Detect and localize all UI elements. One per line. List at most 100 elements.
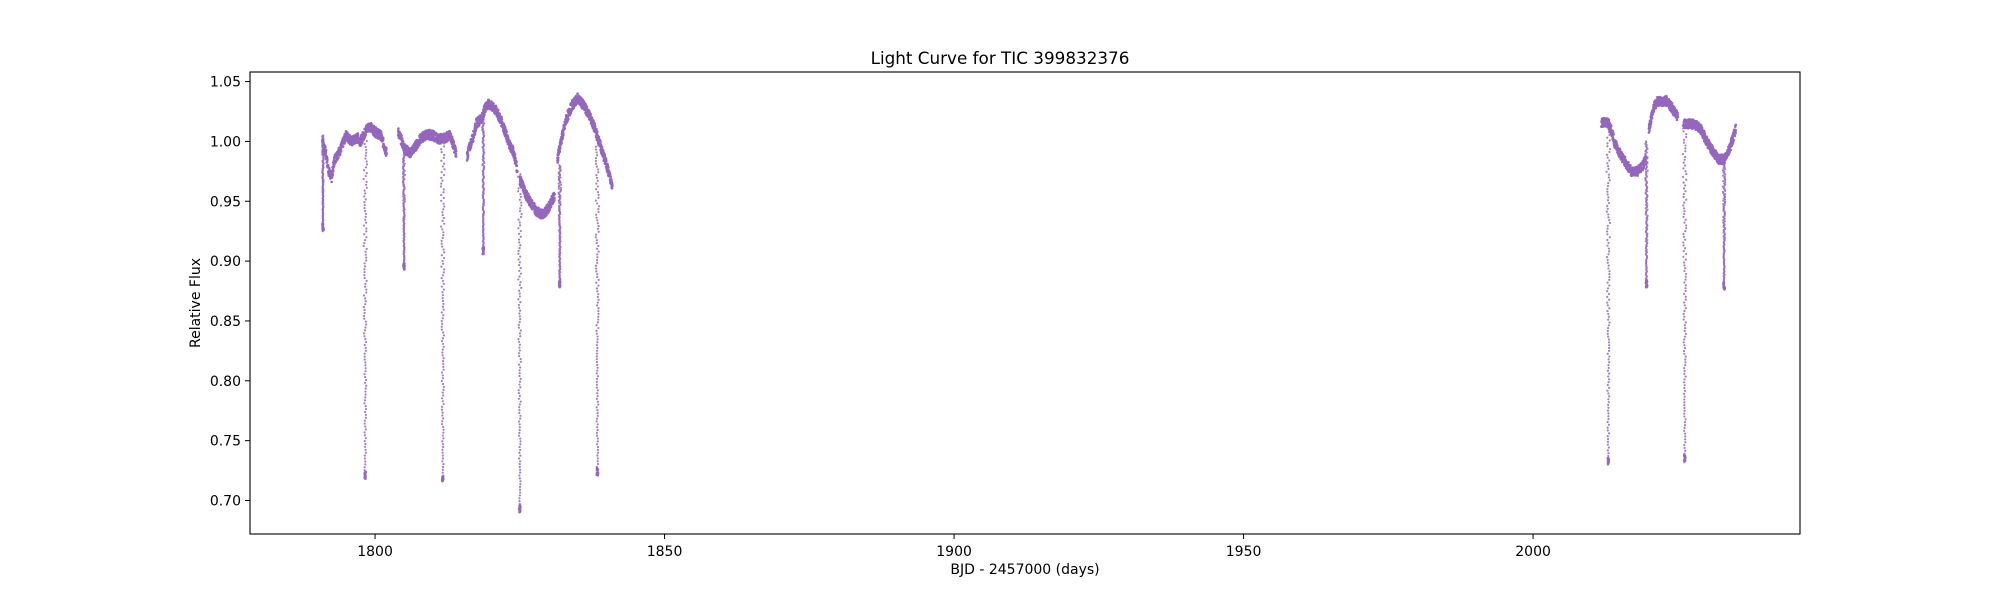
flux-point (595, 343, 598, 347)
flux-point (603, 153, 606, 157)
flux-point (1665, 96, 1669, 99)
flux-point (519, 377, 522, 380)
flux-point (1606, 409, 1610, 412)
flux-point (1644, 159, 1647, 162)
flux-point (374, 126, 378, 130)
flux-point (440, 276, 443, 280)
flux-point (607, 166, 610, 169)
flux-point (1683, 456, 1687, 460)
flux-point (443, 153, 446, 157)
flux-point (363, 343, 366, 347)
flux-point (1682, 187, 1686, 190)
flux-point (1608, 122, 1612, 125)
flux-point (442, 365, 445, 368)
flux-point (595, 417, 599, 420)
flux-point (1645, 283, 1649, 287)
flux-point (1649, 120, 1653, 124)
flux-point (519, 400, 522, 403)
flux-point (517, 175, 520, 179)
flux-point (520, 286, 523, 289)
flux-point (517, 323, 520, 326)
flux-point (517, 278, 520, 281)
flux-point (561, 132, 565, 136)
flux-point (1608, 139, 1611, 142)
eclipse-dip (362, 128, 369, 481)
flux-point (595, 372, 598, 375)
flux-point (553, 199, 556, 202)
flux-point (596, 275, 599, 279)
flux-point (1682, 161, 1685, 164)
flux-point (518, 426, 521, 429)
flux-point (454, 155, 458, 158)
flux-point (597, 224, 600, 228)
flux-point (584, 103, 588, 106)
flux-point (1683, 404, 1686, 407)
flux-point (363, 457, 366, 460)
flux-point (1685, 252, 1688, 256)
flux-point (513, 153, 517, 156)
flux-point (379, 130, 383, 134)
flux-point (363, 466, 366, 469)
flux-point (1618, 148, 1622, 152)
flux-point (385, 151, 388, 155)
flux-point (441, 354, 444, 357)
flux-point (518, 409, 521, 412)
flux-point (1683, 158, 1686, 161)
flux-point (519, 178, 522, 181)
flux-point (442, 431, 445, 434)
flux-point (441, 214, 444, 217)
flux-point (1683, 366, 1686, 370)
flux-point (611, 183, 614, 187)
flux-point (1683, 335, 1687, 338)
flux-point (596, 462, 599, 466)
flux-point (362, 224, 366, 227)
flux-point (441, 279, 444, 283)
flux-point (594, 233, 598, 236)
flux-point (496, 108, 500, 112)
flux-point (440, 405, 444, 409)
flux-point (1684, 375, 1687, 378)
axis-ticks: 1800 1850 1900 1950 20000.700.750.800.850.90… (210, 75, 1551, 560)
flux-point (596, 290, 599, 293)
flux-point (442, 402, 445, 406)
flux-point (595, 182, 598, 185)
flux-point (518, 241, 521, 244)
flux-point (518, 312, 521, 315)
flux-point (1607, 292, 1611, 296)
flux-point (519, 386, 522, 389)
flux-point (1607, 201, 1611, 205)
flux-point (517, 326, 521, 329)
flux-point (1721, 169, 1724, 172)
flux-point (362, 169, 366, 172)
flux-point (1683, 247, 1687, 250)
flux-point (1607, 327, 1610, 330)
flux-point (533, 202, 536, 205)
flux-point (609, 175, 613, 179)
flux-point (1646, 169, 1649, 172)
flux-point (1684, 284, 1687, 287)
flux-point (1683, 406, 1686, 410)
flux-point (487, 98, 491, 102)
flux-point (466, 153, 470, 157)
flux-point (1607, 182, 1610, 185)
flux-point (441, 411, 444, 414)
flux-point (1700, 124, 1703, 128)
flux-point (442, 271, 446, 274)
flux-point (1606, 233, 1609, 236)
flux-point (519, 176, 523, 179)
flux-point (517, 187, 520, 190)
flux-point (594, 148, 598, 151)
flux-point (442, 188, 445, 191)
flux-point (484, 110, 487, 114)
flux-point (362, 314, 366, 317)
flux-segment (1647, 94, 1680, 134)
flux-point (442, 425, 445, 429)
flux-point (1683, 164, 1687, 167)
flux-point (339, 150, 343, 153)
flux-point (502, 122, 506, 126)
flux-point (363, 352, 366, 355)
flux-point (1683, 309, 1686, 313)
flux-point (594, 162, 598, 165)
flux-point (1684, 332, 1687, 335)
flux-point (1607, 247, 1611, 250)
